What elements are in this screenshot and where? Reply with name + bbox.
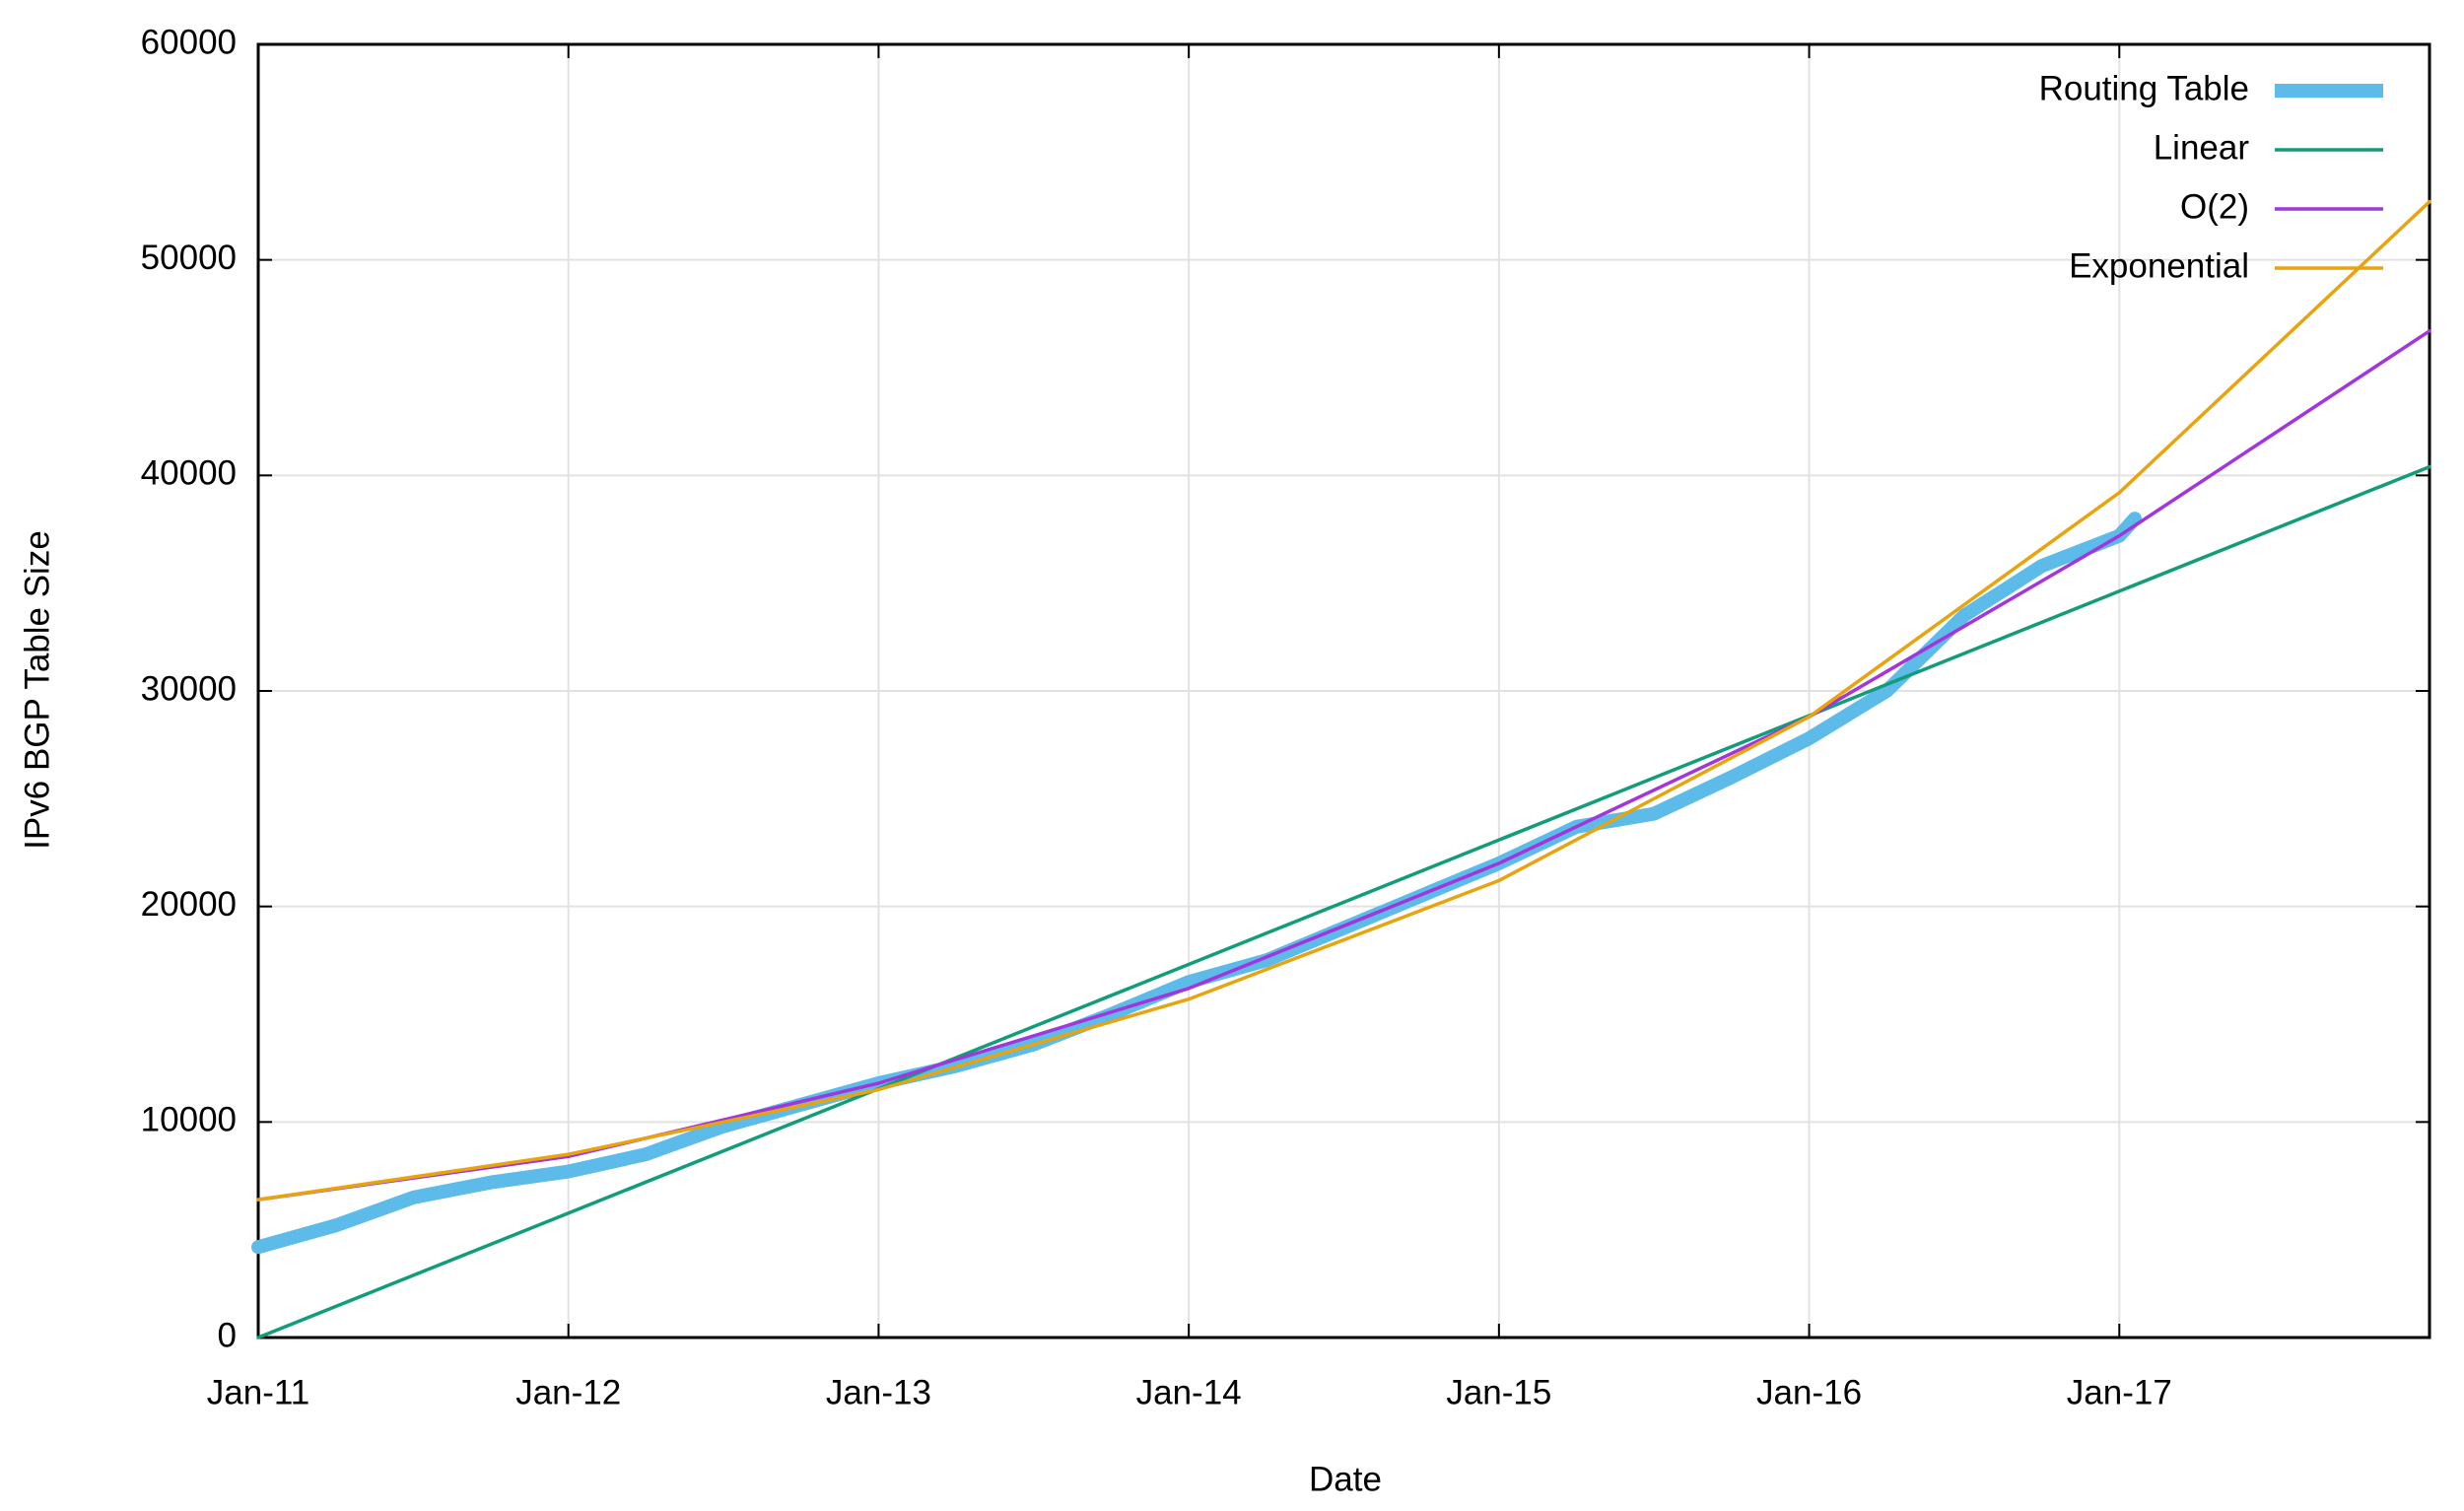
y-tick-label: 10000 xyxy=(141,1101,237,1139)
legend-label: Exponential xyxy=(2069,246,2249,285)
series-line xyxy=(256,464,2431,1339)
x-tick-label: Jan-14 xyxy=(1136,1373,1242,1411)
y-axis-label: IPv6 BGP Table Size xyxy=(18,530,56,850)
y-tick-label: 20000 xyxy=(141,885,237,924)
x-tick-label: Jan-16 xyxy=(1756,1373,1862,1411)
series-line xyxy=(256,329,2431,1202)
x-tick-label: Jan-11 xyxy=(207,1373,309,1411)
x-tick-label: Jan-13 xyxy=(826,1373,931,1411)
plot-frame xyxy=(256,42,2431,1339)
y-tick-label: 40000 xyxy=(141,454,237,493)
legend-label: Linear xyxy=(2154,128,2250,167)
series-line xyxy=(251,512,2142,1255)
x-tick-label: Jan-12 xyxy=(515,1373,621,1411)
series-line xyxy=(256,199,2431,1202)
x-tick-label: Jan-15 xyxy=(1446,1373,1551,1411)
legend-label: Routing Table xyxy=(2039,69,2249,107)
y-tick-label: 0 xyxy=(218,1316,237,1354)
y-tick-label: 30000 xyxy=(141,669,237,708)
x-tick-label: Jan-17 xyxy=(2067,1373,2172,1411)
legend-label: O(2) xyxy=(2180,187,2249,226)
y-tick-label: 60000 xyxy=(141,23,237,61)
y-tick-label: 50000 xyxy=(141,239,237,277)
x-axis-label: Date xyxy=(1309,1460,1382,1498)
